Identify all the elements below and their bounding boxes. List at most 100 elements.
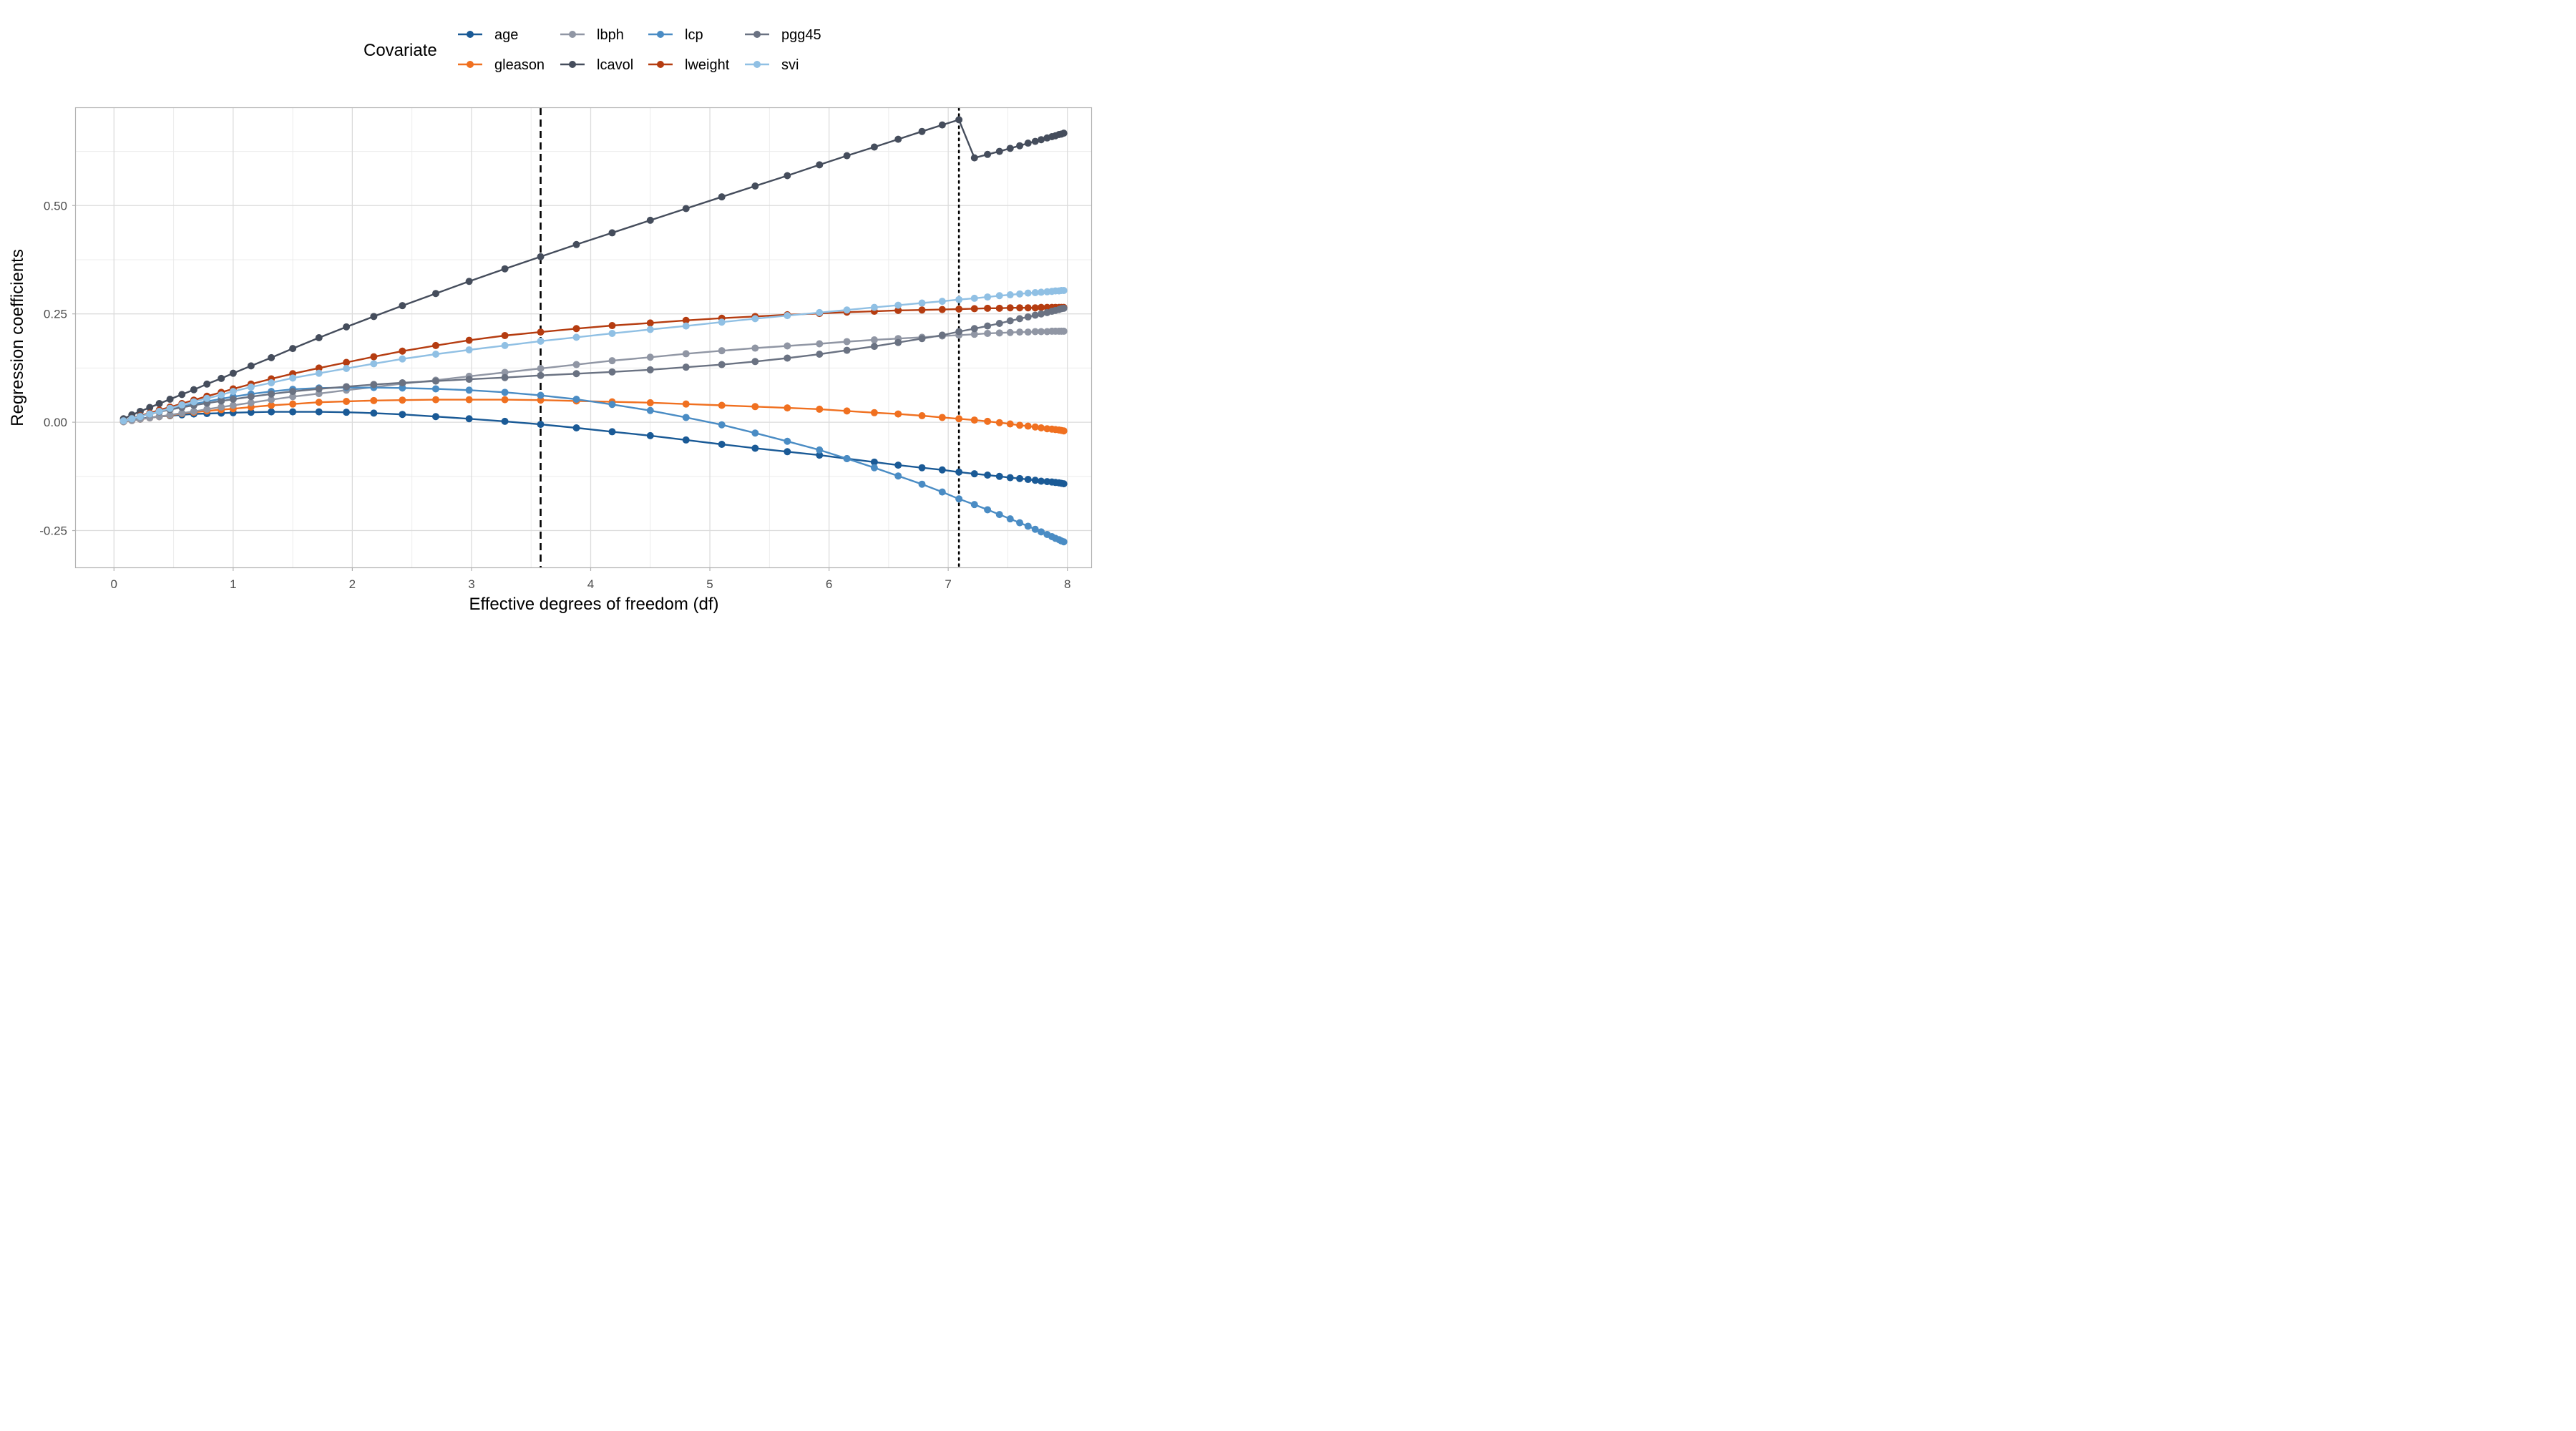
data-point-svi xyxy=(646,326,654,333)
data-point-lcavol xyxy=(501,265,509,273)
data-point-lbph xyxy=(816,340,824,348)
data-point-age xyxy=(984,471,992,479)
data-point-lcavol xyxy=(1016,142,1024,150)
data-point-gleason xyxy=(843,407,851,415)
data-point-pgg45 xyxy=(315,385,323,393)
data-point-svi xyxy=(938,298,946,306)
data-point-svi xyxy=(572,333,580,341)
data-point-lbph xyxy=(178,409,186,417)
data-point-gleason xyxy=(784,404,791,412)
x-tick-label: 7 xyxy=(945,577,951,591)
data-point-svi xyxy=(190,398,197,406)
data-point-lcavol xyxy=(155,400,163,408)
data-point-gleason xyxy=(1024,422,1032,430)
data-point-pgg45 xyxy=(289,388,297,396)
y-axis-title: Regression coefficients xyxy=(8,249,27,426)
data-point-pgg45 xyxy=(1031,311,1039,319)
data-point-lcavol xyxy=(894,135,902,143)
legend-label: lcavol xyxy=(597,57,633,73)
data-point-gleason xyxy=(315,399,323,406)
data-point-lcavol xyxy=(229,369,237,377)
data-point-pgg45 xyxy=(370,381,378,389)
data-point-gleason xyxy=(894,410,902,418)
data-point-lcavol xyxy=(315,334,323,341)
data-point-age xyxy=(784,448,791,456)
data-point-svi xyxy=(343,365,351,373)
data-point-lcavol xyxy=(970,154,978,162)
data-point-gleason xyxy=(918,412,926,420)
data-point-lbph xyxy=(289,393,297,401)
legend-key-point xyxy=(569,31,576,38)
data-point-gleason xyxy=(501,396,509,404)
data-point-lweight xyxy=(431,341,439,349)
data-point-lbph xyxy=(1006,328,1014,336)
y-tick-label: 0.00 xyxy=(44,416,67,429)
legend-key-point xyxy=(569,61,576,68)
data-point-gleason xyxy=(370,396,378,404)
data-point-lweight xyxy=(1031,304,1039,312)
data-point-svi xyxy=(682,322,690,330)
data-point-lweight xyxy=(370,353,378,361)
data-point-lcavol xyxy=(784,172,791,180)
data-point-lcavol xyxy=(984,150,992,158)
data-point-lcp xyxy=(870,464,878,472)
data-point-gleason xyxy=(970,416,978,424)
data-point-lcp xyxy=(572,396,580,404)
data-point-svi xyxy=(289,374,297,382)
data-point-gleason xyxy=(682,400,690,408)
data-point-gleason xyxy=(1038,424,1045,431)
data-point-lcp xyxy=(1060,538,1068,546)
data-point-lcavol xyxy=(431,290,439,298)
data-point-lweight xyxy=(955,306,963,313)
data-point-svi xyxy=(970,294,978,302)
data-point-pgg45 xyxy=(646,366,654,373)
y-tick-label: -0.25 xyxy=(39,524,67,538)
data-point-gleason xyxy=(646,399,654,406)
data-point-age xyxy=(995,472,1003,480)
data-point-lweight xyxy=(608,322,616,330)
chart-background xyxy=(0,0,1122,622)
data-point-lcp xyxy=(399,384,406,392)
data-point-age xyxy=(870,458,878,466)
data-point-lcavol xyxy=(289,345,297,353)
data-point-lcp xyxy=(955,495,963,503)
data-point-svi xyxy=(136,413,144,421)
data-point-svi xyxy=(247,384,255,391)
data-point-pgg45 xyxy=(247,393,255,401)
data-point-pgg45 xyxy=(995,320,1003,328)
data-point-age xyxy=(1031,477,1039,484)
legend-label: gleason xyxy=(494,57,545,73)
series-layer xyxy=(119,116,1068,546)
data-point-lweight xyxy=(682,316,690,324)
data-point-svi xyxy=(843,306,851,314)
legend-key-point xyxy=(657,31,664,38)
legend-label: svi xyxy=(781,57,799,73)
data-point-svi xyxy=(918,299,926,307)
data-point-age xyxy=(1060,480,1068,488)
data-point-lweight xyxy=(894,306,902,314)
data-point-gleason xyxy=(938,414,946,421)
data-point-lcavol xyxy=(166,396,174,404)
data-point-lcavol xyxy=(268,353,275,361)
x-tick-label: 5 xyxy=(706,577,713,591)
data-point-age xyxy=(816,451,824,459)
data-point-svi xyxy=(146,410,154,418)
data-point-lcp xyxy=(646,406,654,414)
data-point-age xyxy=(1016,474,1024,482)
data-point-lcp xyxy=(1038,528,1045,536)
data-point-pgg45 xyxy=(229,396,237,404)
data-point-age xyxy=(537,421,545,429)
y-tick-label: 0.50 xyxy=(44,199,67,213)
data-point-svi xyxy=(870,303,878,311)
data-point-gleason xyxy=(1031,423,1039,431)
legend: Covariate age gleason lbph lcavol lcp lweight… xyxy=(364,27,821,73)
data-point-pgg45 xyxy=(816,351,824,358)
data-point-lcp xyxy=(1024,522,1032,530)
data-point-lcavol xyxy=(718,193,726,201)
data-point-svi xyxy=(816,308,824,316)
data-point-age xyxy=(1006,474,1014,482)
data-point-age xyxy=(343,409,351,416)
data-point-gleason xyxy=(984,417,992,425)
data-point-age xyxy=(955,468,963,476)
x-tick-label: 6 xyxy=(826,577,832,591)
